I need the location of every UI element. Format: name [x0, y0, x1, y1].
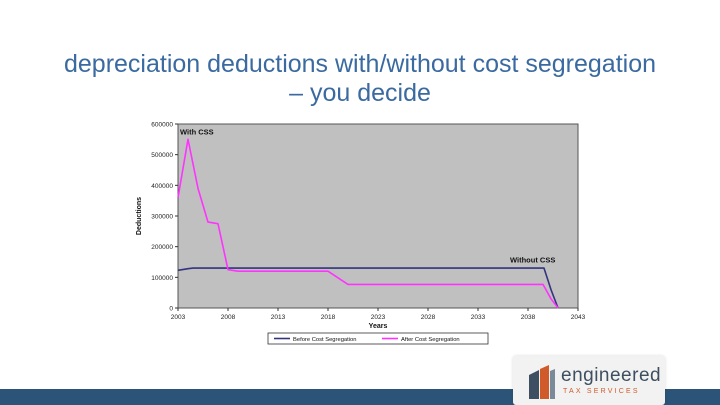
y-tick-label: 500000: [151, 152, 173, 159]
company-logo: engineered TAX SERVICES: [513, 356, 665, 405]
x-tick-label: 2038: [521, 314, 536, 321]
y-tick-label: 600000: [151, 122, 173, 129]
legend-label-before: Before Cost Segregation: [293, 337, 356, 343]
y-tick-label: 300000: [151, 214, 173, 221]
slide-title-line-1: depreciation deductions with/without cos…: [63, 50, 657, 78]
slide-title: depreciation deductions with/without cos…: [40, 50, 680, 108]
x-tick-label: 2018: [321, 314, 336, 321]
y-tick-label: 400000: [151, 183, 173, 190]
logo-name: engineered: [561, 365, 662, 386]
series-line-after: [177, 138, 559, 309]
x-tick-label: 2028: [421, 314, 436, 321]
plot-area: [177, 123, 579, 309]
series-line-before: [177, 267, 559, 309]
x-tick-label: 2003: [171, 314, 186, 321]
logo-mark-icon: [529, 365, 555, 399]
legend-label-after: After Cost Segregation: [401, 337, 460, 343]
x-tick-label: 2008: [221, 314, 236, 321]
x-axis-label: Years: [369, 323, 388, 330]
y-tick-label: 200000: [151, 244, 173, 251]
x-tick-label: 2013: [271, 314, 286, 321]
slide-title-line-2: – you decide: [289, 79, 431, 107]
x-tick-label: 2043: [571, 314, 586, 321]
annotation-with-css: With CSS: [180, 128, 214, 137]
y-axis-label: Deductions: [136, 197, 143, 235]
logo-tagline: TAX SERVICES: [563, 388, 640, 395]
y-tick-label: 0: [169, 306, 173, 313]
annotation-without-css: Without CSS: [510, 256, 555, 265]
y-tick-label: 100000: [151, 275, 173, 282]
x-tick-label: 2023: [371, 314, 386, 321]
x-tick-label: 2033: [471, 314, 486, 321]
legend-box: [267, 332, 489, 345]
